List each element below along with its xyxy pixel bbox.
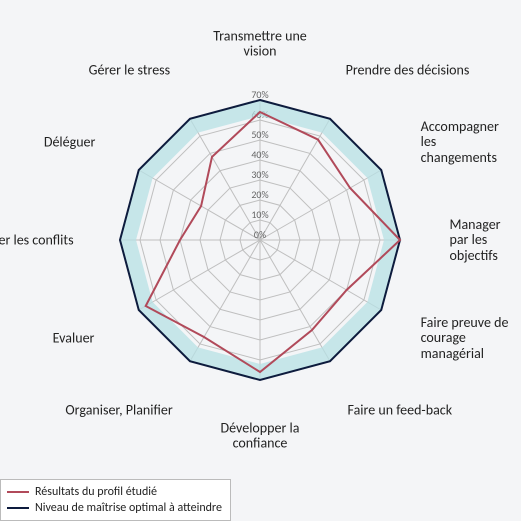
radar-chart: 0%10%20%30%40%50%60%70% Transmettre une … bbox=[0, 0, 521, 455]
svg-text:40%: 40% bbox=[251, 148, 268, 161]
svg-text:50%: 50% bbox=[251, 128, 268, 141]
legend-item: Résultats du profil étudié bbox=[7, 484, 222, 500]
legend-label: Résultats du profil étudié bbox=[35, 485, 157, 499]
legend-swatch bbox=[7, 507, 29, 509]
legend: Résultats du profil étudié Niveau de maî… bbox=[0, 479, 231, 521]
svg-text:0%: 0% bbox=[254, 228, 266, 241]
svg-text:30%: 30% bbox=[251, 168, 268, 181]
legend-swatch bbox=[7, 491, 29, 493]
legend-item: Niveau de maîtrise optimal à atteindre bbox=[7, 500, 222, 516]
svg-text:20%: 20% bbox=[251, 188, 268, 201]
svg-text:10%: 10% bbox=[251, 208, 268, 221]
legend-label: Niveau de maîtrise optimal à atteindre bbox=[35, 501, 222, 515]
radar-svg: 0%10%20%30%40%50%60%70% bbox=[0, 0, 521, 455]
